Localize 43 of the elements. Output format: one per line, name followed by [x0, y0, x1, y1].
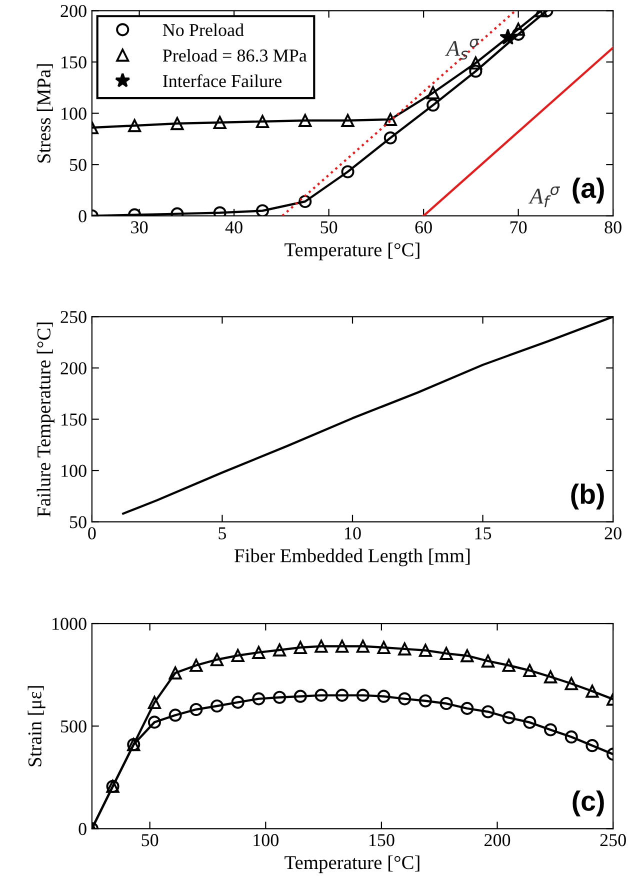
y-tick-label: 1000 — [52, 618, 86, 630]
x-axis-title: Temperature [°C] — [284, 855, 420, 874]
legend-label: Interface Failure — [163, 74, 282, 88]
y-tick-label: 100 — [62, 108, 86, 120]
annotation: A$_{s}$$^{σ}$ — [445, 38, 480, 60]
x-tick-label: 5 — [218, 527, 226, 540]
annotation: A$_{f}$$^{σ}$ — [528, 186, 560, 208]
x-tick-label: 70 — [510, 221, 527, 234]
x-tick-label: 40 — [225, 221, 242, 234]
annotation: (a) — [572, 178, 604, 204]
x-tick-label: 50 — [320, 221, 338, 234]
y-tick-label: 200 — [60, 362, 86, 374]
y-tick-label: 50 — [70, 516, 86, 528]
y-tick-label: 0 — [78, 210, 86, 222]
x-tick-label: 250 — [600, 834, 626, 846]
x-tick-label: 15 — [475, 527, 492, 540]
x-tick-label: 60 — [415, 221, 432, 234]
x-tick-label: 30 — [131, 221, 148, 234]
x-tick-label: 100 — [254, 834, 278, 846]
y-tick-label: 500 — [61, 720, 86, 733]
y-axis-title: Strain [με] — [28, 686, 46, 766]
x-axis-title: Temperature [°C] — [284, 242, 420, 260]
y-tick-label: 150 — [62, 56, 86, 68]
x-tick-label: 50 — [142, 834, 158, 846]
x-tick-label: 200 — [484, 834, 510, 846]
y-tick-label: 150 — [62, 413, 86, 426]
y-tick-label: 250 — [60, 310, 86, 324]
annotation: (b) — [571, 484, 604, 510]
x-tick-label: 10 — [345, 527, 361, 540]
y-tick-label: 0 — [78, 822, 86, 836]
x-tick-label: 80 — [604, 221, 622, 234]
y-tick-label: 200 — [60, 4, 86, 18]
y-axis-title: Stress [MPa] — [36, 64, 53, 162]
x-tick-label: 150 — [370, 834, 394, 846]
x-tick-label: 20 — [604, 527, 622, 540]
y-tick-label: 50 — [70, 158, 86, 172]
annotation: (c) — [572, 790, 604, 816]
legend-label: No Preload — [162, 23, 244, 36]
y-tick-label: 100 — [62, 464, 86, 477]
x-axis-title: Fiber Embedded Length [mm] — [234, 548, 470, 566]
y-axis-title: Failure Temperature [°C] — [36, 322, 54, 517]
legend-label: Preload = 86.3 MPa — [162, 48, 307, 62]
x-tick-label: 0 — [88, 527, 96, 540]
